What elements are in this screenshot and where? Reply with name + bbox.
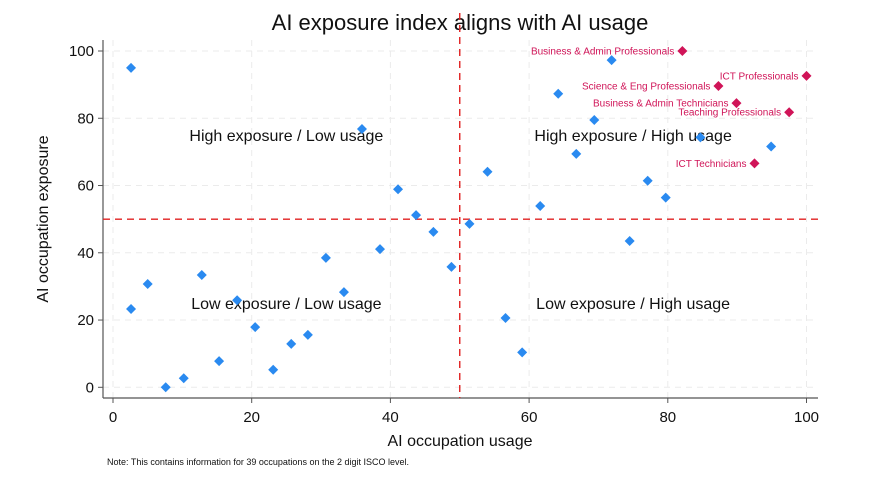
data-point-label: Business & Admin Technicians xyxy=(593,99,728,110)
y-tick-label: 60 xyxy=(77,178,94,195)
data-point xyxy=(571,148,582,159)
data-point xyxy=(695,132,706,143)
data-point xyxy=(178,373,189,384)
data-point xyxy=(482,166,493,177)
data-point xyxy=(464,218,475,229)
x-tick-label: 40 xyxy=(382,409,399,426)
highlighted-data-point xyxy=(713,80,724,91)
data-point xyxy=(660,192,671,203)
data-point xyxy=(142,279,153,290)
highlighted-data-point xyxy=(784,107,795,118)
data-point xyxy=(338,287,349,298)
highlighted-data-point xyxy=(677,46,688,56)
data-point-label: Business & Admin Professionals xyxy=(531,47,674,58)
data-points: Business & Admin Professionals ICT Profes… xyxy=(126,46,812,393)
x-tick-label: 20 xyxy=(243,409,260,426)
data-point xyxy=(642,175,653,186)
quadrant-labels: High exposure / Low usage High exposure /… xyxy=(189,128,732,313)
gridlines xyxy=(103,40,818,398)
data-point xyxy=(286,338,297,349)
data-point xyxy=(356,124,367,135)
tick-labels: 0 20 40 60 80 100 0 20 40 60 80 100 xyxy=(69,43,819,426)
y-tick-label: 40 xyxy=(77,245,94,262)
x-tick-label: 80 xyxy=(659,409,676,426)
data-point xyxy=(268,364,279,375)
quadrant-label: Low exposure / Low usage xyxy=(191,296,381,313)
data-point xyxy=(160,382,171,393)
data-point xyxy=(517,347,528,358)
y-tick-label: 100 xyxy=(69,43,94,60)
chart-note: Note: This contains information for 39 o… xyxy=(107,457,409,467)
highlighted-data-point xyxy=(749,158,760,169)
data-point xyxy=(500,313,511,324)
data-point xyxy=(196,269,207,280)
data-point xyxy=(606,55,617,66)
highlighted-data-point xyxy=(731,98,742,109)
x-axis-label: AI occupation usage xyxy=(388,433,533,450)
data-point xyxy=(126,303,137,314)
data-point xyxy=(428,226,439,237)
quadrant-label: High exposure / Low usage xyxy=(189,128,383,145)
data-point xyxy=(624,236,635,247)
data-point xyxy=(446,261,457,272)
data-point xyxy=(374,244,385,255)
data-point xyxy=(126,62,137,73)
data-point xyxy=(411,210,422,221)
x-tick-label: 0 xyxy=(109,409,117,426)
highlighted-data-point xyxy=(801,70,812,81)
y-tick-label: 0 xyxy=(86,379,94,396)
y-tick-label: 20 xyxy=(77,312,94,329)
data-point-label: Science & Eng Professionals xyxy=(582,81,710,92)
data-point xyxy=(393,184,404,195)
data-point-label: Teaching Professionals xyxy=(678,108,781,119)
data-point xyxy=(250,322,261,333)
data-point xyxy=(214,356,225,367)
data-point xyxy=(320,252,331,263)
y-axis-label: AI occupation exposure xyxy=(35,135,52,302)
data-point xyxy=(535,201,546,212)
data-point xyxy=(302,329,313,340)
data-point-label: ICT Professionals xyxy=(720,71,799,82)
data-point xyxy=(589,114,600,125)
data-point-label: ICT Technicians xyxy=(676,159,747,170)
x-tick-label: 100 xyxy=(794,409,819,426)
data-point xyxy=(232,295,243,306)
x-tick-label: 60 xyxy=(521,409,538,426)
data-point xyxy=(553,88,564,99)
quadrant-label: Low exposure / High usage xyxy=(536,296,730,313)
data-point xyxy=(766,141,777,152)
y-tick-label: 80 xyxy=(77,110,94,127)
reference-lines xyxy=(103,13,818,398)
quadrant-label: High exposure / High usage xyxy=(534,128,732,145)
